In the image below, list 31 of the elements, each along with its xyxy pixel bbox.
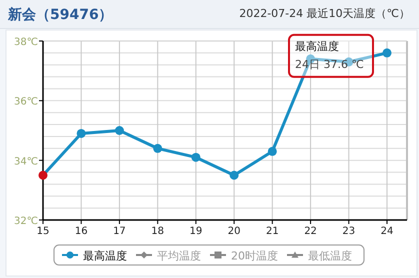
point [230,170,239,180]
x-tick-label: 21 [266,226,279,237]
y-tick-label: 34℃ [14,156,38,168]
x-tick-label: 19 [190,226,202,237]
point [76,128,86,138]
x-tick-label: 17 [113,226,126,237]
y-tick-label: 32℃ [14,216,38,227]
y-tick-label: 38℃ [14,37,38,48]
x-tick-label: 20 [228,226,240,237]
point [114,126,124,135]
legend-label: 最低温度 [308,250,352,262]
x-tick-label: 15 [36,226,50,237]
point [38,170,48,180]
x-tick-label: 18 [151,226,164,237]
x-tick-label: 24 [380,226,394,237]
legend-最高温度: 最高温度 [62,250,127,262]
point [191,152,200,162]
legend-最低温度: 最低温度 [287,250,352,262]
legend-label: 平均温度 [157,250,201,262]
chart-subtitle: 2022-07-24 最近10天温度（℃） [239,7,410,20]
legend-label: 20时温度 [231,250,278,262]
legend-label: 最高温度 [83,250,127,262]
point [382,48,392,58]
point [153,144,162,153]
legend-平均温度: 平均温度 [136,250,201,262]
chart-title: 新会（59476） [7,6,113,23]
x-tick-label: 22 [304,226,317,237]
x-tick-label: 16 [74,226,88,237]
x-tick-label: 23 [342,226,356,237]
point [268,146,277,156]
y-tick-label: 36℃ [14,96,38,108]
